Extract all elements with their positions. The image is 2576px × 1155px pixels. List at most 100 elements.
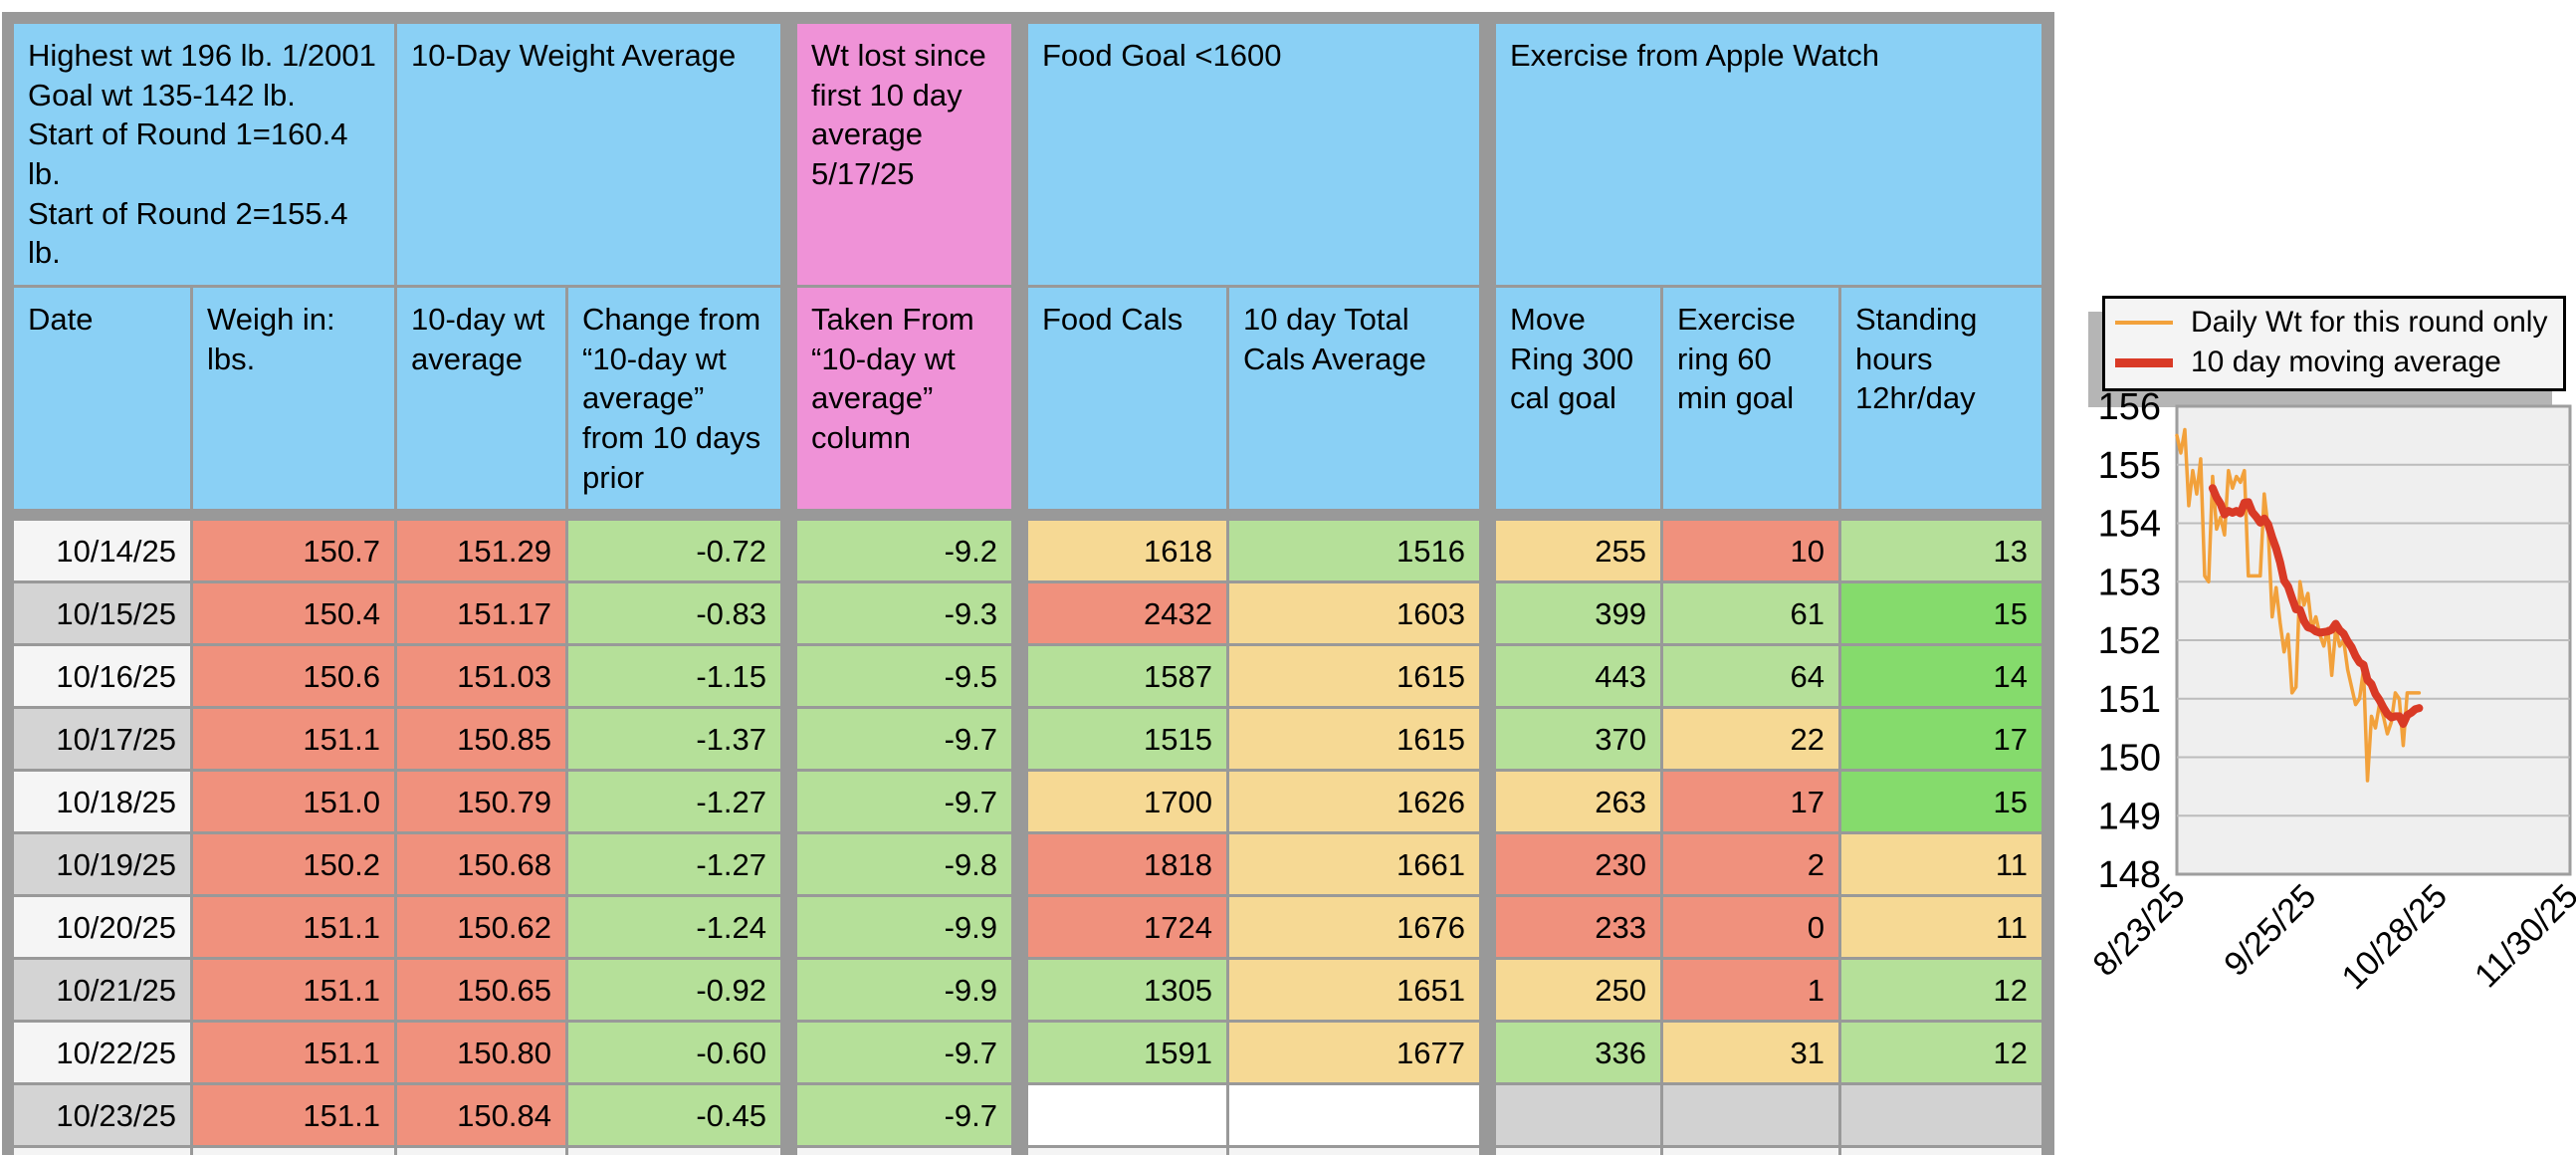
cell-date[interactable]: 10/16/25 xyxy=(14,646,193,710)
cell-exercise-ring[interactable]: 31 xyxy=(1663,1023,1841,1086)
cell-standing-hours[interactable]: 12 xyxy=(1841,960,2044,1024)
cell-ten-day-avg[interactable]: 150.85 xyxy=(397,709,568,773)
cell-change[interactable]: -1.15 xyxy=(568,646,783,710)
cell-weigh-in[interactable]: 151.1 xyxy=(193,1085,397,1149)
cell-change[interactable]: -0.60 xyxy=(568,1023,783,1086)
cell-change[interactable]: -1.24 xyxy=(568,897,783,961)
column-header-standing-hours[interactable]: Standing hours 12hr/day xyxy=(1841,288,2044,522)
cell-weigh-in[interactable]: 151.1 xyxy=(193,709,397,773)
cell-weigh-in[interactable]: 151.0 xyxy=(193,772,397,835)
cell-cals-avg[interactable]: 1516 xyxy=(1229,521,1482,584)
cell-standing-hours[interactable]: 17 xyxy=(1841,709,2044,773)
cell-wt-lost[interactable]: -9.7 xyxy=(783,1023,1014,1086)
group-header-food-goal[interactable]: Food Goal <1600 xyxy=(1014,24,1482,289)
cell-change[interactable]: -0.72 xyxy=(568,521,783,584)
cell-food-cals[interactable]: 1700 xyxy=(1014,772,1229,835)
cell-ten-day-avg[interactable]: 151.03 xyxy=(397,646,568,710)
cell-change[interactable]: -1.27 xyxy=(568,834,783,898)
cell-exercise-ring[interactable]: 22 xyxy=(1663,709,1841,773)
cell-move-ring[interactable]: 255 xyxy=(1482,521,1663,584)
column-header-change[interactable]: Change from “10-day wt average” from 10 … xyxy=(568,288,783,522)
cell-change[interactable]: -1.37 xyxy=(568,709,783,773)
cell-exercise-ring[interactable]: 2 xyxy=(1663,834,1841,898)
cell-ten-day-avg[interactable]: 150.65 xyxy=(397,960,568,1024)
cell-standing-hours[interactable]: 15 xyxy=(1841,583,2044,647)
cell-wt-lost[interactable]: -9.9 xyxy=(783,960,1014,1024)
cell-standing-hours[interactable]: 11 xyxy=(1841,834,2044,898)
cell-food-cals[interactable]: 1818 xyxy=(1014,834,1229,898)
cell-exercise-ring[interactable]: 17 xyxy=(1663,772,1841,835)
cell-move-ring[interactable]: 230 xyxy=(1482,834,1663,898)
cell-weigh-in[interactable]: 150.4 xyxy=(193,583,397,647)
cell-wt-lost[interactable]: -9.7 xyxy=(783,772,1014,835)
cell-standing-hours[interactable]: 12 xyxy=(1841,1023,2044,1086)
cell-weigh-in[interactable]: 151.1 xyxy=(193,897,397,961)
cell-ten-day-avg[interactable]: 150.79 xyxy=(397,772,568,835)
cell-change[interactable]: -0.83 xyxy=(568,583,783,647)
cell-standing-hours[interactable]: 11 xyxy=(1841,897,2044,961)
group-header-exercise[interactable]: Exercise from Apple Watch xyxy=(1482,24,2044,289)
cell-cals-avg[interactable]: 1677 xyxy=(1229,1023,1482,1086)
cell-weigh-in[interactable]: 151.1 xyxy=(193,1023,397,1086)
column-header-exercise-ring[interactable]: Exercise ring 60 min goal xyxy=(1663,288,1841,522)
cell-weigh-in[interactable]: 150.7 xyxy=(193,521,397,584)
cell-food-cals[interactable] xyxy=(1014,1085,1229,1149)
cell-wt-lost[interactable]: -9.2 xyxy=(783,521,1014,584)
cell-wt-lost[interactable]: -9.5 xyxy=(783,646,1014,710)
cell-wt-lost[interactable]: -9.7 xyxy=(783,709,1014,773)
column-header-wt-lost[interactable]: Taken From “10-day wt average” column xyxy=(783,288,1014,522)
cell-exercise-ring[interactable] xyxy=(1663,1085,1841,1149)
cell-cals-avg[interactable]: 1661 xyxy=(1229,834,1482,898)
cell-move-ring[interactable]: 370 xyxy=(1482,709,1663,773)
cell-weigh-in[interactable]: 151.1 xyxy=(193,960,397,1024)
cell-date[interactable]: 10/19/25 xyxy=(14,834,193,898)
info-cell[interactable]: Highest wt 196 lb. 1/2001 Goal wt 135-14… xyxy=(14,24,397,289)
cell-date[interactable]: 10/18/25 xyxy=(14,772,193,835)
cell-wt-lost[interactable]: -9.3 xyxy=(783,583,1014,647)
cell-move-ring[interactable] xyxy=(1482,1085,1663,1149)
cell-food-cals[interactable]: 1618 xyxy=(1014,521,1229,584)
cell-date[interactable]: 10/20/25 xyxy=(14,897,193,961)
cell-change[interactable]: -1.27 xyxy=(568,772,783,835)
cell-cals-avg[interactable]: 1676 xyxy=(1229,897,1482,961)
cell-ten-day-avg[interactable]: 150.62 xyxy=(397,897,568,961)
cell-wt-lost[interactable]: -9.7 xyxy=(783,1085,1014,1149)
cell-ten-day-avg[interactable]: 150.84 xyxy=(397,1085,568,1149)
group-header-wt-lost[interactable]: Wt lost since first 10 day average 5/17/… xyxy=(783,24,1014,289)
cell-food-cals[interactable]: 1591 xyxy=(1014,1023,1229,1086)
cell-date[interactable]: 10/15/25 xyxy=(14,583,193,647)
cell-move-ring[interactable]: 443 xyxy=(1482,646,1663,710)
cell-date[interactable]: 10/21/25 xyxy=(14,960,193,1024)
cell-exercise-ring[interactable]: 61 xyxy=(1663,583,1841,647)
column-header-move-ring[interactable]: Move Ring 300 cal goal xyxy=(1482,288,1663,522)
cell-standing-hours[interactable]: 13 xyxy=(1841,521,2044,584)
cell-ten-day-avg[interactable]: 151.29 xyxy=(397,521,568,584)
cell-food-cals[interactable]: 1724 xyxy=(1014,897,1229,961)
cell-exercise-ring[interactable]: 10 xyxy=(1663,521,1841,584)
cell-ten-day-avg[interactable]: 151.17 xyxy=(397,583,568,647)
cell-ten-day-avg[interactable]: 150.68 xyxy=(397,834,568,898)
weight-chart-container[interactable]: 156 155 154 153 152 151 150 149 148 8/23/25 9/25/2… xyxy=(2078,383,2576,1036)
cell-food-cals[interactable]: 2432 xyxy=(1014,583,1229,647)
column-header-food-cals[interactable]: Food Cals xyxy=(1014,288,1229,522)
cell-change[interactable]: -0.45 xyxy=(568,1085,783,1149)
cell-food-cals[interactable]: 1515 xyxy=(1014,709,1229,773)
cell-wt-lost[interactable]: -9.8 xyxy=(783,834,1014,898)
cell-cals-avg[interactable]: 1615 xyxy=(1229,646,1482,710)
cell-move-ring[interactable]: 250 xyxy=(1482,960,1663,1024)
cell-move-ring[interactable]: 263 xyxy=(1482,772,1663,835)
cell-cals-avg[interactable]: 1603 xyxy=(1229,583,1482,647)
cell-cals-avg[interactable]: 1626 xyxy=(1229,772,1482,835)
cell-cals-avg[interactable]: 1615 xyxy=(1229,709,1482,773)
cell-food-cals[interactable]: 1587 xyxy=(1014,646,1229,710)
cell-ten-day-avg[interactable]: 150.80 xyxy=(397,1023,568,1086)
cell-date[interactable]: 10/14/25 xyxy=(14,521,193,584)
cell-move-ring[interactable]: 399 xyxy=(1482,583,1663,647)
cell-food-cals[interactable]: 1305 xyxy=(1014,960,1229,1024)
cell-move-ring[interactable]: 336 xyxy=(1482,1023,1663,1086)
cell-cals-avg[interactable] xyxy=(1229,1085,1482,1149)
cell-standing-hours[interactable]: 15 xyxy=(1841,772,2044,835)
group-header-weight-average[interactable]: 10-Day Weight Average xyxy=(397,24,783,289)
cell-exercise-ring[interactable]: 1 xyxy=(1663,960,1841,1024)
cell-exercise-ring[interactable]: 64 xyxy=(1663,646,1841,710)
